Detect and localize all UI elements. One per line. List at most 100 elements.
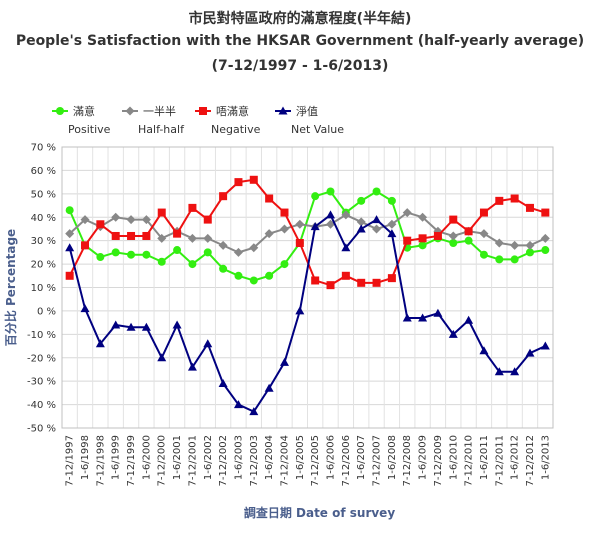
data-point-negative [157,208,166,217]
data-point-net-value [387,229,397,238]
data-point-net-value [540,341,550,350]
x-tick-label: 1-6/2000 [141,435,152,480]
data-point-negative [96,220,105,229]
data-point-half-half [111,212,121,222]
data-point-net-value [402,313,412,322]
data-point-positive [142,250,151,259]
legend-label-half-half[interactable]: 一半半 [143,104,176,118]
x-tick-label: 7-12/2001 [187,435,198,487]
y-tick-label: -50 % [27,424,56,435]
legend-sublabel-net-value[interactable]: Net Value [291,123,344,136]
data-point-half-half [356,217,366,227]
data-point-positive [372,187,381,196]
x-tick-label: 7-12/2006 [341,435,352,487]
data-point-half-half [141,215,151,225]
y-tick-label: 10 % [31,283,56,294]
x-tick-label: 7-12/2012 [525,435,536,487]
data-point-negative [433,231,442,240]
data-point-negative [219,192,228,201]
data-point-net-value [356,224,366,233]
data-point-negative [249,175,258,184]
data-point-net-value [264,383,274,392]
y-tick-label: 50 % [31,189,56,200]
data-point-half-half [126,215,136,225]
x-tick-label: 1-6/2009 [418,435,429,480]
data-point-net-value [187,362,197,371]
data-point-negative [295,239,304,248]
x-tick-label: 7-12/2003 [249,435,260,487]
data-point-positive [449,239,458,248]
data-point-negative [479,208,488,217]
data-point-net-value [341,243,351,252]
data-point-negative [142,231,151,240]
x-tick-label: 7-12/2010 [464,435,475,487]
legend-sublabel-positive[interactable]: Positive [68,123,111,136]
legend-marker-net-value [278,106,288,115]
y-axis-title: 百分比 Percentage [3,229,18,346]
x-tick-label: 1-6/2003 [233,435,244,480]
data-point-net-value [111,320,121,329]
legend-marker-negative [199,107,207,115]
data-point-negative [525,203,534,212]
x-tick-label: 1-6/2004 [264,435,275,480]
data-point-positive [96,253,105,262]
x-tick-label: 1-6/2010 [448,435,459,480]
data-point-negative [188,203,197,212]
y-tick-label: -40 % [27,400,56,411]
legend-label-negative[interactable]: 唔滿意 [216,104,249,118]
data-point-half-half [525,240,535,250]
data-point-negative [387,274,396,283]
data-point-net-value [80,304,90,313]
data-point-net-value [464,315,474,324]
data-point-negative [418,234,427,243]
x-tick-label: 7-12/2008 [402,435,413,487]
data-point-positive [479,250,488,259]
data-point-negative [357,278,366,287]
x-tick-label: 1-6/2012 [510,435,521,480]
data-point-net-value [95,339,105,348]
data-point-negative [510,194,519,203]
x-tick-label: 7-12/2007 [372,435,383,487]
data-point-positive [525,248,534,257]
data-point-half-half [372,224,382,234]
y-tick-label: -10 % [27,330,56,341]
data-point-net-value [372,215,382,224]
data-point-net-value [157,353,167,362]
data-point-half-half [279,224,289,234]
data-point-positive [234,271,243,280]
x-tick-label: 1-6/2006 [326,435,337,480]
data-point-negative [449,215,458,224]
legend-label-positive[interactable]: 滿意 [73,104,95,118]
data-point-half-half [249,243,259,253]
data-point-positive [357,196,366,205]
data-point-net-value [172,320,182,329]
data-point-half-half [479,229,489,239]
data-point-half-half [418,212,428,222]
y-tick-label: 60 % [31,166,56,177]
data-point-positive [510,255,519,264]
data-point-net-value [479,346,489,355]
data-point-net-value [433,308,443,317]
x-tick-label: 1-6/2008 [387,435,398,480]
y-tick-label: 40 % [31,213,56,224]
legend-sublabel-half-half[interactable]: Half-half [138,123,185,136]
data-point-positive [219,264,228,273]
data-point-negative [81,241,90,250]
data-point-net-value [65,243,75,252]
data-point-positive [127,250,136,259]
legend-label-net-value[interactable]: 淨值 [296,105,318,118]
data-point-net-value [326,210,336,219]
x-tick-label: 7-12/2011 [494,435,505,487]
data-point-half-half [218,240,228,250]
data-point-negative [311,276,320,285]
legend-sublabel-negative[interactable]: Negative [211,123,261,136]
x-tick-label: 1-6/2013 [540,435,551,480]
data-point-positive [495,255,504,264]
x-tick-label: 7-12/2009 [433,435,444,487]
x-tick-label: 7-12/1999 [126,435,137,487]
data-point-negative [127,231,136,240]
data-point-half-half [510,240,520,250]
data-point-positive [65,206,74,215]
data-point-net-value [525,348,535,357]
plot-border [61,146,554,429]
